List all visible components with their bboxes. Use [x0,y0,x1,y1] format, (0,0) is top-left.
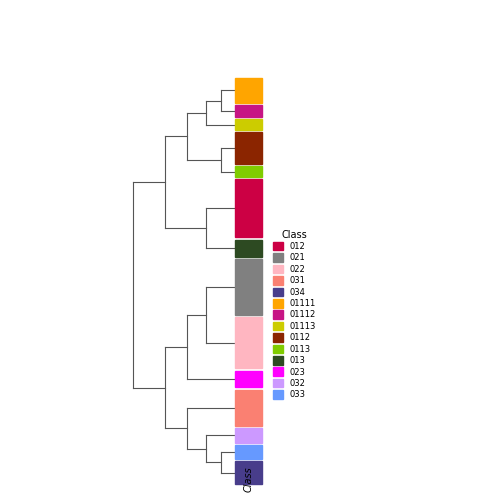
Text: Class: Class [243,466,253,491]
Bar [235,179,262,237]
Bar [235,318,262,368]
Bar [235,390,262,426]
Legend: 012, 021, 022, 031, 034, 01111, 01112, 01113, 0112, 0113, 013, 023, 032, 033: 012, 021, 022, 031, 034, 01111, 01112, 0… [273,229,316,399]
Bar [235,259,262,315]
Bar [235,370,262,388]
Bar [235,78,262,103]
Bar [235,119,262,130]
Bar [235,133,262,164]
Bar [235,445,262,459]
Bar [235,105,262,117]
Bar [235,428,262,443]
Bar [235,461,262,484]
Bar [235,166,262,177]
Bar [235,240,262,257]
